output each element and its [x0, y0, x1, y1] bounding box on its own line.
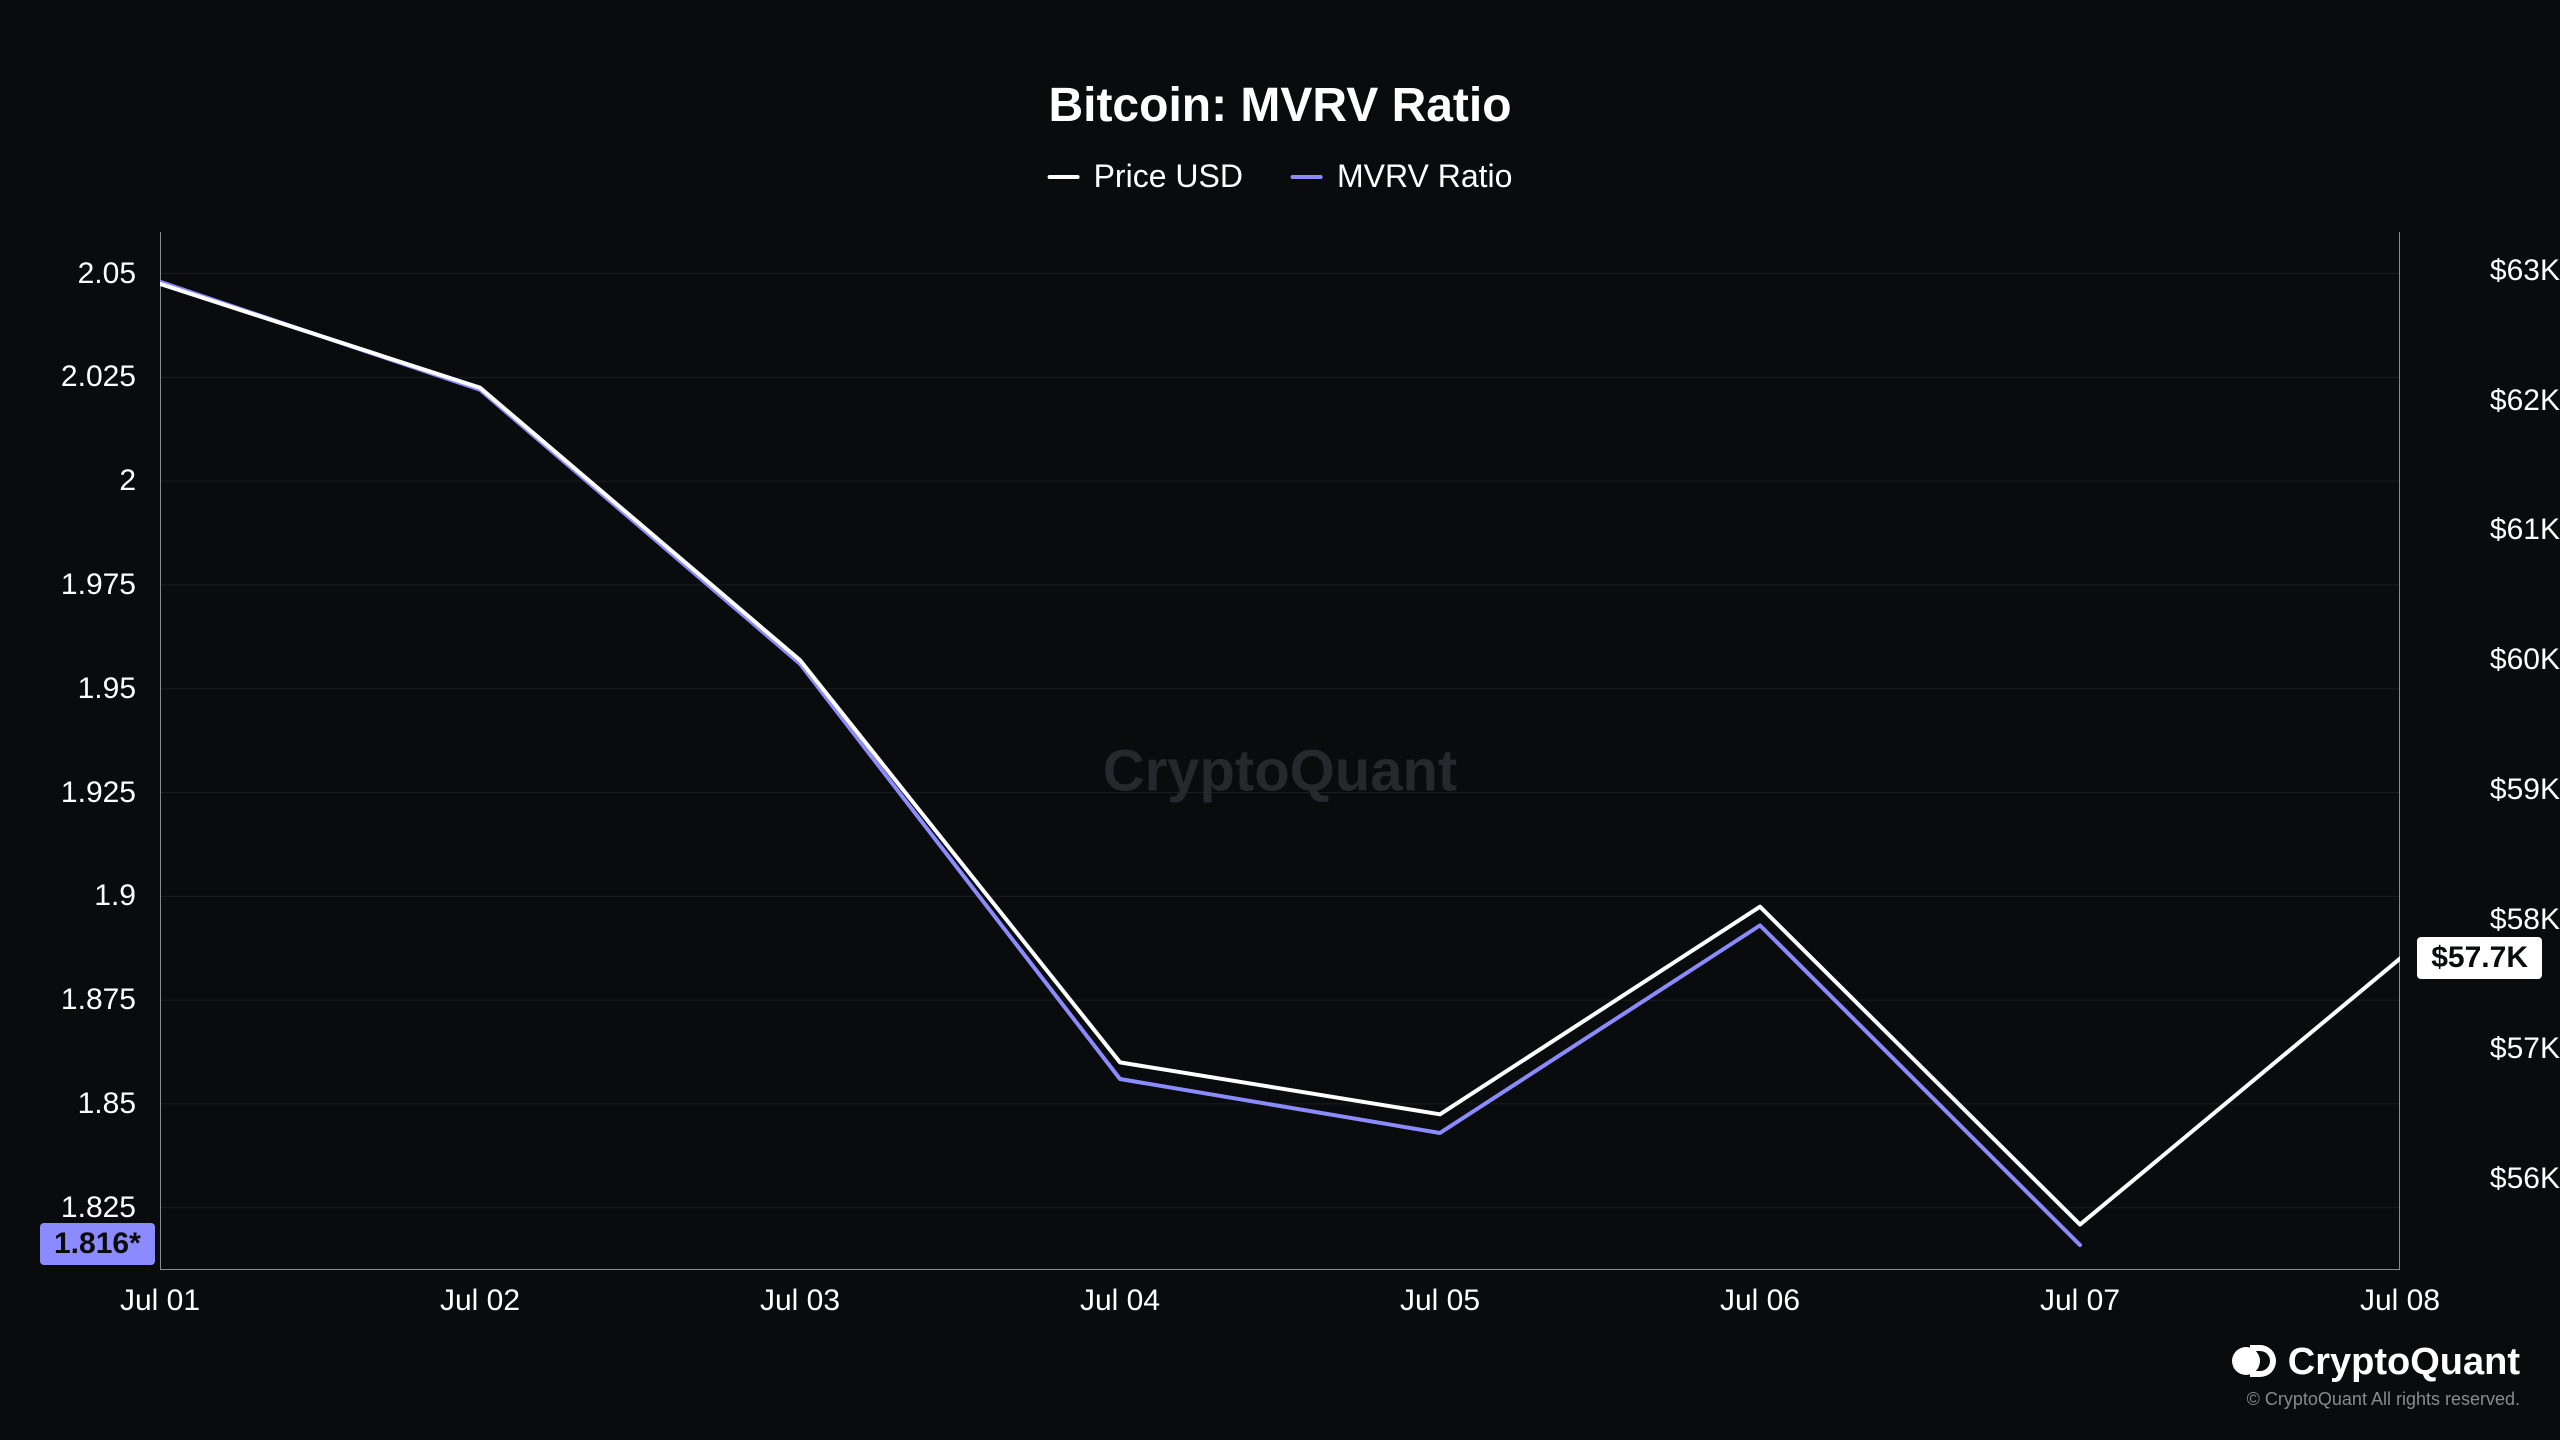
y-left-tick: 1.9 [94, 879, 136, 913]
brand-name: CryptoQuant [2288, 1341, 2520, 1384]
x-tick: Jul 02 [440, 1284, 520, 1318]
y-axis-left: 1.825 1.85 1.875 1.9 1.925 1.95 1.975 2 2.025 2.0… [0, 232, 150, 1270]
copyright-text: © CryptoQuant All rights reserved. [2247, 1389, 2520, 1410]
y-right-current-badge: $57.7K [2417, 937, 2542, 979]
y-left-tick: 2.05 [78, 257, 136, 291]
plot-area: CryptoQuant [160, 232, 2400, 1270]
y-right-tick: $57K [2490, 1032, 2560, 1066]
legend-swatch-mvrv [1291, 175, 1323, 179]
y-axis-right: $56K $57K $58K $59K $60K $61K $62K $63K [2410, 232, 2560, 1270]
y-left-tick: 1.925 [61, 776, 136, 810]
x-axis: Jul 01Jul 02Jul 03Jul 04Jul 05Jul 06Jul … [160, 1284, 2400, 1324]
y-left-tick: 2 [119, 464, 136, 498]
y-right-tick: $61K [2490, 513, 2560, 547]
y-left-tick: 1.875 [61, 983, 136, 1017]
brand-icon [2232, 1345, 2276, 1381]
y-right-tick: $60K [2490, 643, 2560, 677]
y-left-tick: 1.975 [61, 568, 136, 602]
x-tick: Jul 04 [1080, 1284, 1160, 1318]
y-left-tick: 1.95 [78, 672, 136, 706]
x-tick: Jul 06 [1720, 1284, 1800, 1318]
y-left-tick: 1.825 [61, 1191, 136, 1225]
x-tick: Jul 07 [2040, 1284, 2120, 1318]
chart-legend: Price USD MVRV Ratio [1048, 158, 1513, 195]
y-right-tick: $63K [2490, 254, 2560, 288]
x-tick: Jul 05 [1400, 1284, 1480, 1318]
legend-swatch-price [1048, 175, 1080, 179]
x-tick: Jul 03 [760, 1284, 840, 1318]
y-left-tick: 1.85 [78, 1087, 136, 1121]
legend-label-price: Price USD [1094, 158, 1243, 195]
legend-item-price: Price USD [1048, 158, 1243, 195]
y-left-current-badge: 1.816* [40, 1223, 155, 1265]
legend-item-mvrv: MVRV Ratio [1291, 158, 1512, 195]
y-right-tick: $59K [2490, 773, 2560, 807]
y-left-tick: 2.025 [61, 360, 136, 394]
y-right-tick: $58K [2490, 903, 2560, 937]
x-tick: Jul 08 [2360, 1284, 2440, 1318]
chart-container: Bitcoin: MVRV Ratio Price USD MVRV Ratio… [0, 0, 2560, 1440]
y-right-tick: $56K [2490, 1162, 2560, 1196]
y-right-tick: $62K [2490, 384, 2560, 418]
series-mvrv-ratio [160, 282, 2080, 1245]
series-price-usd [160, 284, 2400, 1225]
x-tick: Jul 01 [120, 1284, 200, 1318]
brand-logo-block: CryptoQuant [2232, 1341, 2520, 1384]
chart-title: Bitcoin: MVRV Ratio [1048, 78, 1511, 133]
legend-label-mvrv: MVRV Ratio [1337, 158, 1512, 195]
